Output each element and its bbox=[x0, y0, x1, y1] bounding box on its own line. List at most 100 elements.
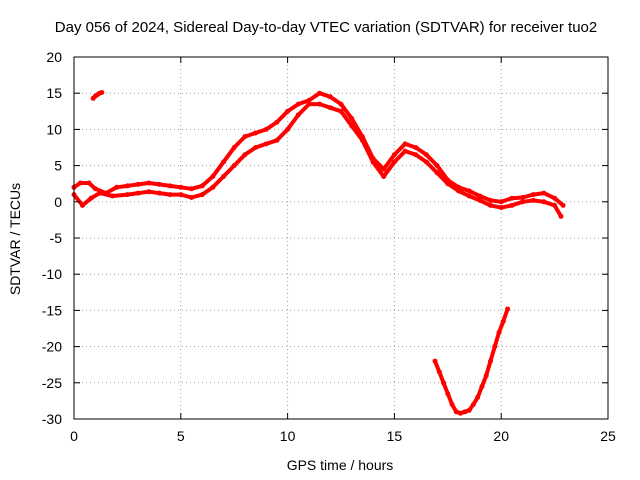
data-point bbox=[349, 116, 355, 121]
data-point bbox=[231, 145, 237, 150]
data-point bbox=[505, 306, 511, 312]
data-point bbox=[462, 409, 468, 415]
data-point bbox=[402, 148, 408, 154]
data-point bbox=[359, 137, 365, 143]
y-tick-label: 15 bbox=[46, 85, 62, 101]
data-point bbox=[541, 199, 547, 205]
data-point bbox=[477, 197, 483, 203]
x-tick-label: 0 bbox=[70, 428, 78, 444]
data-point bbox=[109, 193, 115, 199]
data-point bbox=[156, 190, 162, 196]
data-point bbox=[458, 410, 464, 416]
y-axis-label: SDTVAR / TECUs bbox=[7, 183, 23, 295]
y-tick-label: 0 bbox=[54, 194, 62, 210]
data-point bbox=[242, 134, 248, 140]
data-point bbox=[479, 383, 485, 389]
data-point bbox=[210, 174, 216, 179]
data-point bbox=[349, 123, 355, 129]
data-point bbox=[338, 101, 344, 107]
data-point bbox=[453, 409, 459, 415]
data-series bbox=[71, 90, 566, 416]
y-tick-label: 5 bbox=[54, 158, 62, 174]
data-point bbox=[530, 192, 536, 198]
data-point bbox=[317, 90, 323, 96]
data-point bbox=[263, 126, 269, 132]
data-point bbox=[306, 101, 312, 107]
x-tick-label: 10 bbox=[280, 428, 296, 444]
data-point bbox=[295, 112, 301, 118]
data-point bbox=[441, 380, 446, 386]
data-point bbox=[381, 174, 387, 179]
data-point bbox=[381, 166, 387, 172]
data-point bbox=[496, 329, 502, 335]
data-point bbox=[558, 213, 564, 219]
data-point bbox=[423, 152, 429, 158]
data-point bbox=[231, 163, 237, 169]
data-point bbox=[488, 197, 493, 203]
axis-ticks: 0 5 10 15 20 25 -30 -25 -20 -15 -10 -5 0 5 10 15 20 bbox=[42, 49, 616, 444]
data-point bbox=[306, 97, 312, 103]
data-point bbox=[432, 358, 438, 364]
data-point bbox=[413, 145, 419, 150]
x-tick-label: 15 bbox=[387, 428, 403, 444]
data-point bbox=[492, 344, 498, 350]
data-point bbox=[488, 358, 493, 364]
data-point bbox=[210, 184, 216, 190]
data-point bbox=[466, 193, 472, 199]
data-point bbox=[402, 141, 408, 147]
data-point bbox=[488, 202, 493, 208]
data-point bbox=[477, 193, 483, 199]
data-point bbox=[199, 183, 205, 189]
grid bbox=[74, 57, 608, 419]
data-point bbox=[146, 189, 152, 195]
y-tick-label: -10 bbox=[42, 266, 62, 282]
data-point bbox=[552, 195, 558, 201]
x-tick-label: 25 bbox=[600, 428, 616, 444]
data-point bbox=[434, 163, 440, 169]
data-point bbox=[178, 192, 184, 198]
data-point bbox=[520, 199, 526, 205]
data-point bbox=[253, 145, 259, 150]
data-point bbox=[189, 186, 194, 192]
data-point bbox=[520, 195, 526, 200]
data-point bbox=[221, 174, 226, 179]
data-point bbox=[470, 402, 476, 407]
data-point bbox=[327, 105, 333, 111]
data-point bbox=[413, 152, 419, 158]
data-point bbox=[456, 188, 461, 194]
data-point bbox=[509, 202, 515, 208]
data-point bbox=[391, 159, 397, 165]
data-point bbox=[88, 195, 94, 201]
data-point bbox=[434, 170, 440, 176]
data-point bbox=[498, 205, 504, 211]
data-point bbox=[167, 192, 173, 198]
data-point bbox=[498, 199, 504, 205]
data-point bbox=[80, 202, 85, 208]
data-point bbox=[97, 190, 103, 196]
data-point bbox=[530, 197, 536, 203]
data-point bbox=[156, 181, 162, 187]
data-point bbox=[285, 126, 291, 132]
data-point bbox=[221, 159, 226, 165]
data-point bbox=[274, 119, 280, 125]
data-point bbox=[263, 141, 269, 147]
data-point bbox=[445, 181, 451, 187]
y-tick-label: -15 bbox=[42, 302, 62, 318]
data-point bbox=[77, 180, 83, 186]
data-point bbox=[253, 130, 259, 136]
data-point bbox=[423, 159, 429, 165]
data-point bbox=[317, 101, 323, 107]
data-point bbox=[135, 190, 141, 196]
data-point bbox=[146, 180, 152, 186]
data-point bbox=[135, 181, 141, 187]
data-point bbox=[541, 190, 547, 196]
data-point bbox=[552, 202, 558, 208]
data-point bbox=[466, 188, 472, 194]
y-tick-label: 10 bbox=[46, 121, 62, 137]
data-point bbox=[475, 394, 481, 400]
x-tick-label: 5 bbox=[177, 428, 185, 444]
y-tick-label: -20 bbox=[42, 339, 62, 355]
data-point bbox=[242, 152, 248, 158]
data-point bbox=[370, 159, 376, 165]
